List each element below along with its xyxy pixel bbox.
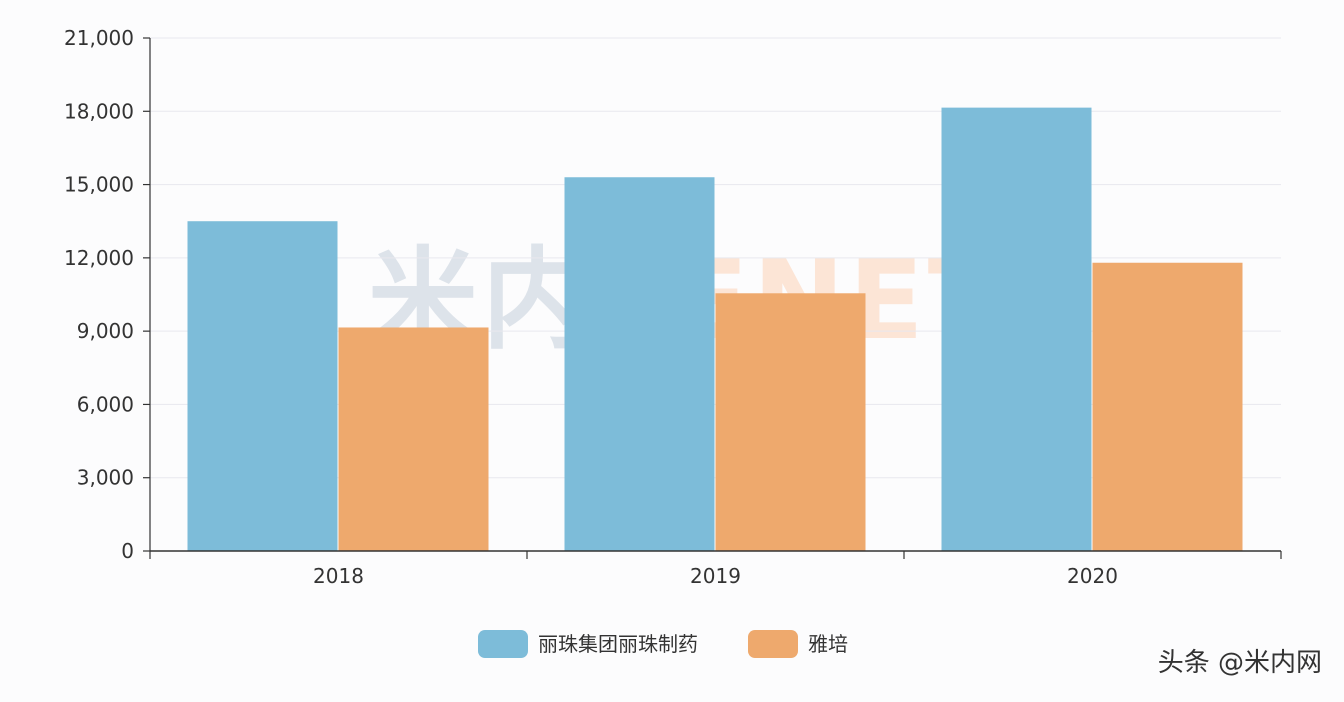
x-tick-label: 2020: [1067, 564, 1118, 588]
bar-2020-series-1: [941, 107, 1092, 551]
y-tick-label: 0: [121, 539, 134, 563]
y-tick-label: 9,000: [77, 319, 134, 343]
legend-swatch: [478, 630, 528, 658]
legend-swatch: [748, 630, 798, 658]
legend-label: 丽珠集团丽珠制药: [538, 632, 698, 656]
bar-2019-series-2: [715, 293, 866, 551]
y-tick-label: 21,000: [64, 26, 134, 50]
x-tick-label: 2019: [690, 564, 741, 588]
bar-2018-series-1: [187, 221, 338, 551]
bar-2018-series-2: [338, 327, 489, 551]
y-tick-label: 12,000: [64, 246, 134, 270]
y-tick-label: 6,000: [77, 392, 134, 416]
bar-2019-series-1: [564, 177, 715, 551]
legend: 丽珠集团丽珠制药 雅培: [478, 630, 848, 658]
legend-label: 雅培: [808, 632, 848, 656]
x-tick-label: 2018: [313, 564, 364, 588]
bars: [187, 107, 1243, 551]
bar-2020-series-2: [1092, 262, 1243, 551]
y-tick-label: 18,000: [64, 99, 134, 123]
axes: 0 3,000 6,000 9,000 12,000 15,000 18,000 21,000…: [64, 26, 1282, 588]
y-tick-label: 15,000: [64, 173, 134, 197]
credit-text: 头条 @米内网: [1158, 648, 1322, 678]
y-tick-label: 3,000: [77, 466, 134, 490]
